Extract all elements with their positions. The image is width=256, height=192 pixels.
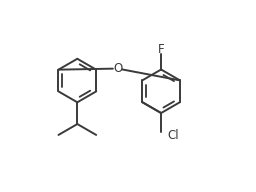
Text: Cl: Cl <box>168 129 179 142</box>
Text: F: F <box>158 43 164 56</box>
Text: O: O <box>113 62 122 75</box>
